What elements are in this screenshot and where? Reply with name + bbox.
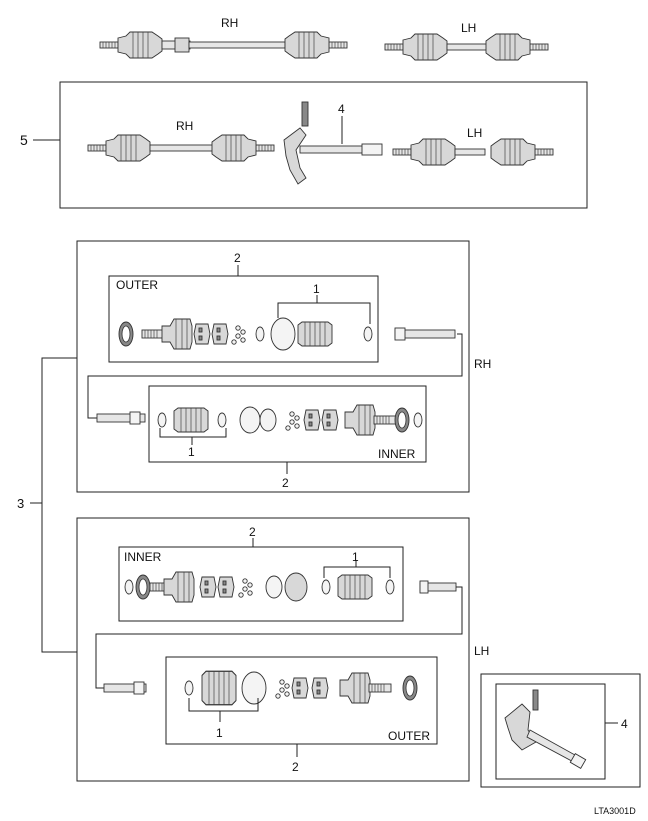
lh-outer-box	[165, 656, 438, 745]
lh-label-assembly: LH	[467, 126, 482, 140]
outer-label-lh: OUTER	[388, 729, 430, 743]
inner-label-lh: INNER	[124, 550, 162, 564]
callout-1-lh-outer: 1	[216, 726, 223, 740]
lh-side-label: LH	[474, 644, 489, 658]
rh-side-label: RH	[474, 357, 491, 371]
callout-2-lh-inner: 2	[249, 525, 256, 539]
callout-1-rh-inner: 1	[188, 445, 195, 459]
callout-5: 5	[20, 132, 28, 148]
rh-inner-parts	[96, 404, 423, 436]
assembly-box-5	[59, 81, 588, 209]
rh-outer-parts	[118, 317, 456, 351]
rh-outer-box	[108, 275, 379, 363]
inset-box-4	[480, 673, 641, 788]
callout-4-mid: 4	[338, 102, 345, 116]
lh-label-top: LH	[461, 21, 476, 35]
rh-exploded-box	[76, 240, 470, 493]
lh-inner-parts	[124, 571, 457, 603]
intermediate-shaft-bearing	[504, 689, 587, 769]
rh-driveshaft-top	[99, 31, 348, 59]
lh-outer-parts	[103, 670, 418, 706]
figure-code: LTA3001D	[594, 806, 636, 816]
callout-3: 3	[17, 496, 24, 511]
lh-inner-box	[118, 546, 404, 622]
callout-1-lh-inner: 1	[352, 550, 359, 564]
lh-driveshaft-top	[384, 33, 549, 61]
callout-2-rh-inner: 2	[282, 476, 289, 490]
inner-label-rh: INNER	[378, 447, 416, 461]
rh-label-assembly: RH	[176, 119, 193, 133]
rh-driveshaft-assembly	[87, 134, 275, 162]
lh-driveshaft-assembly	[392, 138, 554, 166]
outer-label-rh: OUTER	[116, 278, 158, 292]
callout-1-rh-outer: 1	[313, 282, 320, 296]
callout-2-lh-outer: 2	[292, 760, 299, 774]
callout-4-inset: 4	[621, 717, 628, 731]
callout-2-rh-outer: 2	[234, 251, 241, 265]
intermediate-shaft	[283, 101, 383, 185]
lh-exploded-box	[76, 517, 470, 782]
rh-label-top: RH	[221, 16, 238, 30]
inset-inner-box	[495, 683, 606, 780]
